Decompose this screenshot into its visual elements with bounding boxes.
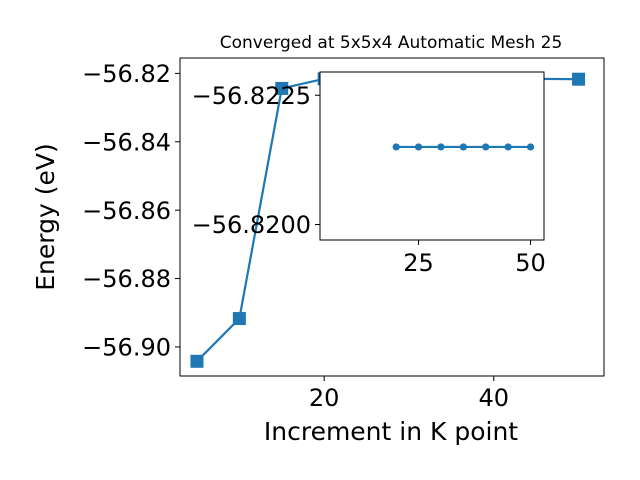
- x-tick-label: 50: [515, 249, 546, 277]
- main-title: Converged at 5x5x4 Automatic Mesh 25: [220, 33, 563, 53]
- y-axis-label: Energy (eV): [31, 143, 60, 290]
- y-tick-label: −56.88: [82, 265, 171, 293]
- y-tick-label: −56.86: [82, 197, 171, 225]
- y-tick-label: −56.90: [82, 334, 171, 362]
- data-point: [437, 143, 445, 151]
- inset-ticks: 25 50 −56.8225 −56.8200: [192, 82, 546, 277]
- data-point: [392, 143, 400, 151]
- main-ticks: 20 40 −56.90 −56.88 −56.86 −56.84 −56.82: [82, 60, 509, 412]
- inset-axes: 25 50 −56.8225 −56.8200: [192, 71, 546, 277]
- inset-series: [392, 143, 535, 151]
- y-tick-label: −56.84: [82, 128, 171, 156]
- data-point: [526, 143, 535, 151]
- inset-background: [320, 72, 544, 240]
- inset-frame: [319, 71, 545, 241]
- x-tick-label: 20: [309, 384, 340, 412]
- x-axis-label: Increment in K point: [264, 417, 518, 446]
- data-point: [482, 143, 490, 151]
- data-point: [459, 143, 467, 151]
- data-point: [414, 143, 423, 151]
- main-axes-frame: [179, 57, 605, 377]
- data-point: [504, 143, 512, 151]
- y-tick-label: −56.8225: [192, 82, 311, 110]
- x-tick-label: 40: [478, 384, 509, 412]
- data-point: [190, 354, 204, 368]
- y-tick-label: −56.82: [82, 60, 171, 88]
- data-point: [232, 312, 246, 326]
- x-tick-label: 25: [403, 249, 434, 277]
- y-tick-label: −56.8200: [192, 211, 311, 239]
- data-point: [275, 81, 289, 95]
- data-point: [572, 72, 586, 86]
